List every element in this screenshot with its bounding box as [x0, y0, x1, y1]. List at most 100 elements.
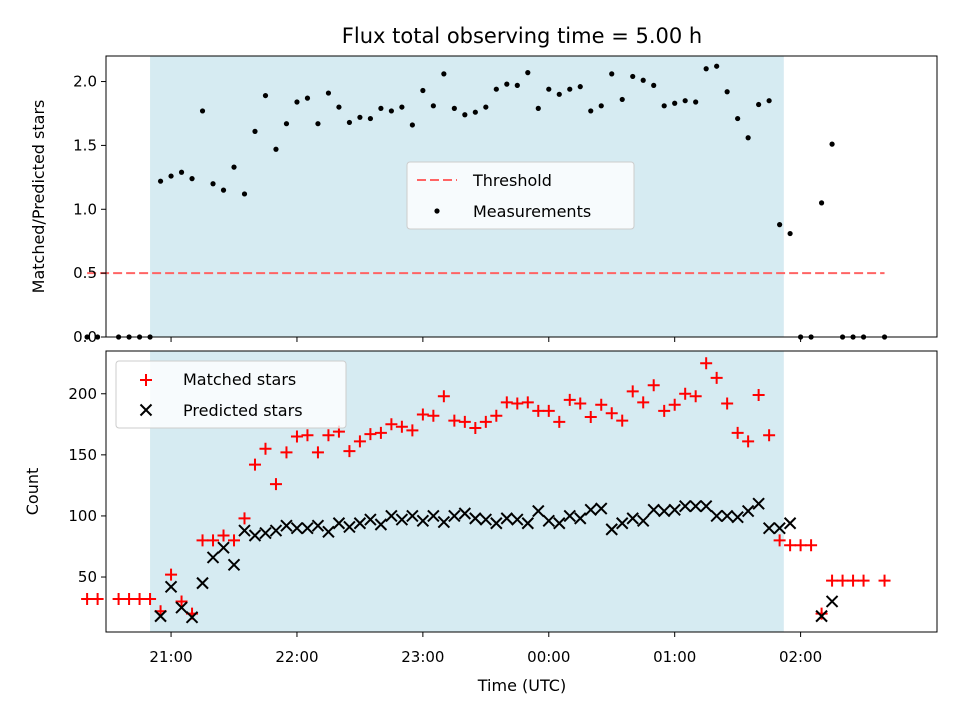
measurement-point — [210, 181, 216, 187]
predicted-star-point — [269, 524, 283, 537]
measurement-point — [829, 141, 835, 147]
y-tick-label: 0.5 — [73, 264, 97, 282]
matched-star-point — [595, 398, 608, 411]
measurement-point — [619, 96, 625, 103]
predicted-star-point — [437, 515, 451, 529]
predicted-star-point — [616, 517, 629, 530]
matched-star-point — [448, 414, 461, 427]
matched-star-point — [353, 435, 366, 448]
measurement-point — [724, 89, 730, 95]
measurement-point — [315, 121, 321, 127]
predicted-star-point — [500, 512, 514, 525]
matched-star-point — [532, 404, 545, 417]
measurement-point — [630, 73, 636, 80]
y-tick-label: 1.5 — [73, 136, 97, 154]
measurement-point — [199, 108, 206, 114]
matched-star-point — [563, 393, 576, 406]
matched-star-point — [773, 534, 786, 547]
measurement-point — [462, 112, 468, 118]
matched-star-point — [574, 397, 587, 410]
measurement-point — [693, 99, 699, 105]
matched-star-point — [196, 534, 209, 547]
measurement-point — [178, 169, 185, 175]
matched-star-point — [269, 478, 282, 491]
predicted-star-point — [605, 523, 618, 536]
measurement-point — [672, 100, 678, 106]
matched-star-point — [427, 409, 440, 422]
predicted-star-point — [720, 509, 734, 523]
measurement-point — [661, 103, 667, 109]
matched-star-point — [395, 420, 408, 433]
measurement-point — [546, 86, 552, 92]
measurement-point — [157, 178, 164, 184]
measurement-point — [441, 71, 447, 77]
predicted-star-point — [164, 580, 178, 594]
x-tick-label: 01:00 — [653, 648, 696, 666]
measurement-point — [84, 334, 90, 340]
bottom-panel: 50 100 150 200 21:00 22:00 23:00 00:00 01:00 02:0… — [23, 350, 938, 666]
matched-star-point — [343, 445, 356, 458]
axes-frame — [105, 350, 938, 633]
predicted-star-point — [406, 509, 419, 523]
measurement-point — [818, 200, 825, 206]
matched-star-point — [805, 539, 818, 552]
y-tick-label: 0.0 — [73, 328, 97, 346]
matched-star-point — [290, 430, 303, 443]
matched-star-point — [406, 424, 419, 437]
predicted-star-point — [731, 510, 744, 524]
matched-star-point — [605, 407, 618, 420]
predicted-star-point — [626, 512, 639, 525]
matched-star-point — [836, 574, 849, 587]
measurement-point — [567, 86, 573, 92]
matched-star-point — [228, 534, 241, 547]
measurement-point — [682, 98, 688, 104]
matched-star-point — [553, 415, 566, 428]
matched-star-point — [658, 404, 671, 417]
predicted-star-point — [154, 609, 167, 623]
measurement-point — [483, 104, 489, 110]
matched-star-point — [123, 593, 136, 606]
predicted-star-point — [689, 499, 702, 513]
predicted-star-point — [657, 504, 671, 518]
predicted-star-point — [416, 514, 430, 528]
measurement-point — [756, 101, 762, 108]
measurement-point — [325, 90, 332, 96]
matched-star-point — [689, 390, 702, 403]
matched-star-point — [626, 385, 639, 398]
matched-star-point — [280, 446, 293, 459]
measurement-point — [504, 81, 510, 87]
x-tick-label: 21:00 — [149, 648, 192, 666]
measurement-point — [598, 103, 604, 109]
predicted-star-point — [563, 509, 576, 523]
y-axis-label: Count — [23, 468, 42, 516]
measurement-point — [735, 115, 741, 122]
measurement-point — [556, 91, 562, 97]
measurement-point — [430, 103, 436, 109]
measurement-point — [787, 230, 793, 237]
matched-star-point — [815, 607, 828, 620]
matched-star-point — [616, 414, 629, 427]
matched-star-point — [217, 529, 230, 542]
matched-star-point — [752, 388, 765, 401]
measurement-point — [241, 191, 248, 197]
matched-star-point — [679, 387, 692, 400]
predicted-star-point — [490, 517, 503, 530]
matched-star-point — [542, 404, 555, 417]
matched-star-point — [165, 568, 178, 581]
predicted-star-point — [647, 503, 660, 517]
matched-star-point — [416, 408, 429, 421]
matched-star-point — [144, 593, 157, 606]
predicted-star-point — [458, 507, 472, 520]
predicted-star-point — [678, 499, 692, 513]
predicted-star-point — [185, 611, 199, 624]
predicted-star-point — [741, 504, 755, 518]
predicted-star-point — [343, 520, 356, 534]
matched-star-point — [469, 421, 482, 434]
measurement-point — [367, 115, 374, 122]
measurement-point — [220, 187, 227, 193]
matched-star-point — [710, 371, 723, 384]
measurement-point — [777, 222, 783, 228]
matched-star-point — [521, 396, 534, 409]
matched-star-point — [479, 415, 492, 428]
